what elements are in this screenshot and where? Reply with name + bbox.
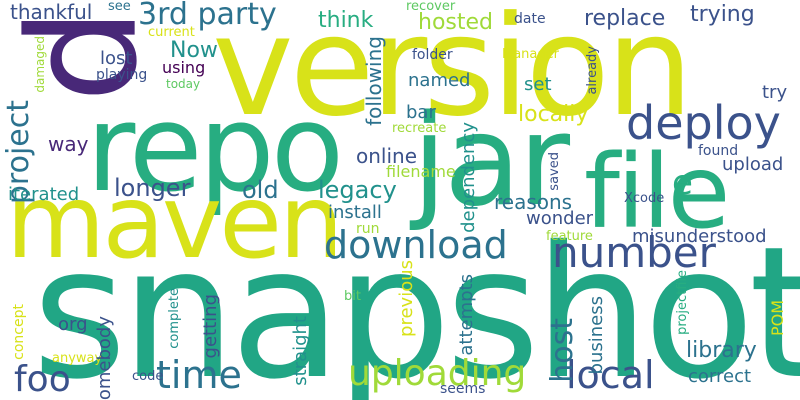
- word-manager: Manager: [502, 47, 559, 62]
- word-maven: maven: [6, 163, 344, 282]
- word-think: think: [318, 8, 374, 33]
- word-anyway: anyway: [52, 351, 103, 366]
- word-folder: folder: [412, 47, 453, 63]
- word-straight: straight: [290, 316, 311, 386]
- word-concept: concept: [11, 304, 27, 360]
- word-hosted: hosted: [418, 10, 493, 35]
- word-found: found: [698, 143, 739, 159]
- word-already: already: [585, 46, 600, 95]
- word-recover: recover: [406, 0, 456, 14]
- word-time: time: [156, 353, 242, 397]
- word-damaged: damaged: [33, 36, 47, 93]
- word-iterated: iterated: [8, 184, 80, 205]
- word-way: way: [48, 132, 89, 156]
- word-upload: upload: [722, 154, 784, 175]
- word-longer: longer: [114, 174, 191, 202]
- word-foo: foo: [14, 359, 71, 400]
- word-getting: getting: [200, 294, 221, 359]
- word-local: local: [566, 353, 655, 397]
- word-bar: bar: [406, 102, 436, 123]
- word-today: today: [166, 77, 201, 91]
- word-previous: previous: [396, 260, 417, 337]
- word-run: run: [356, 221, 380, 237]
- word-file: file: [584, 133, 730, 252]
- word-see: see: [108, 0, 131, 14]
- word-xcode: Xcode: [624, 191, 665, 206]
- word-somebody: somebody: [94, 316, 115, 400]
- word-version: version: [212, 0, 693, 147]
- word-business: business: [586, 296, 607, 375]
- word-correct: correct: [688, 366, 752, 387]
- word-org: org: [58, 314, 88, 335]
- word-following: following: [362, 36, 386, 126]
- word-reasons: reasons: [494, 190, 573, 214]
- word-replace: replace: [584, 6, 666, 31]
- word-attempts: attempts: [456, 274, 477, 356]
- word-seems: seems: [440, 381, 486, 397]
- word-lost: lost: [100, 48, 133, 69]
- word-online: online: [356, 144, 418, 168]
- word-third-party: 3rd party: [138, 0, 277, 32]
- word-host: host: [545, 318, 580, 383]
- word-old: old: [242, 176, 279, 204]
- word-using: using: [162, 58, 206, 77]
- word-e: e: [672, 163, 693, 203]
- word-filename: filename: [386, 162, 456, 181]
- word-playing: playing: [96, 67, 148, 83]
- word-set: set: [524, 74, 552, 95]
- word-install: install: [328, 202, 382, 223]
- word-thankful: thankful: [10, 0, 93, 24]
- word-misunderstood: misunderstood: [632, 226, 767, 247]
- word-wonder: wonder: [526, 208, 594, 229]
- word-recreate: recreate: [392, 121, 447, 136]
- word-snapshot: snapshot: [32, 207, 800, 400]
- word-uploading: uploading: [348, 353, 527, 394]
- word-locally: locally: [518, 102, 589, 127]
- word-download: download: [324, 223, 508, 267]
- word-legacy: legacy: [318, 176, 397, 204]
- word-try: try: [762, 82, 788, 103]
- word-code: code: [132, 369, 164, 384]
- word-saved: saved: [547, 152, 562, 191]
- word-pom: POM: [768, 300, 787, 337]
- word-date: date: [514, 11, 546, 27]
- word-projectfile: projectfile: [675, 270, 690, 335]
- word-named: named: [408, 70, 471, 91]
- word-trying: trying: [690, 2, 755, 27]
- word-complete: complete: [167, 288, 182, 349]
- word-feature: feature: [546, 229, 593, 244]
- word-number: number: [552, 228, 716, 277]
- word-jar: jar: [412, 87, 570, 234]
- word-current: current: [148, 25, 195, 40]
- word-now: Now: [170, 38, 218, 63]
- word-dependency: dependency: [458, 122, 479, 233]
- word-library: library: [686, 338, 757, 363]
- word-bit: bit: [344, 289, 361, 304]
- word-deploy: deploy: [626, 96, 781, 150]
- word-repo: repo: [86, 80, 344, 219]
